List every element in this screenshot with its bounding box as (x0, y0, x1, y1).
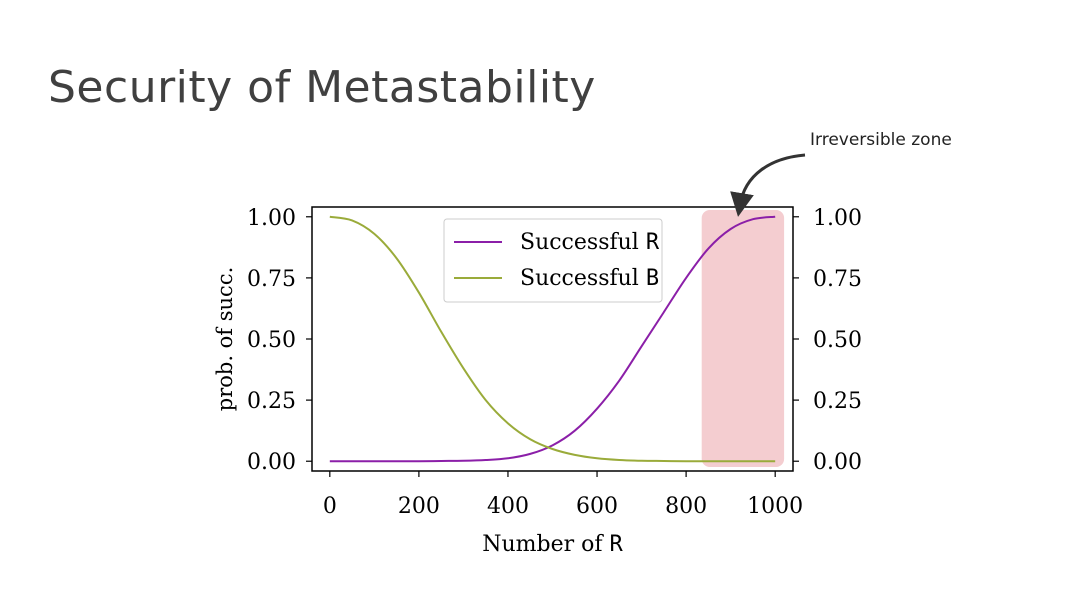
x-tick-label: 800 (665, 494, 707, 519)
legend-box (443, 218, 663, 303)
x-axis-label: Number of R (482, 532, 623, 557)
x-tick-label: 400 (487, 494, 529, 519)
y-tick-label-left: 0.50 (247, 328, 296, 353)
series-line-b (329, 215, 776, 463)
lines-layer (329, 215, 776, 463)
legend: Successful R Successful B (443, 218, 663, 303)
series-line-r (329, 215, 776, 463)
y-tick-label-right: 0.00 (813, 450, 862, 475)
y-tick-label-right: 1.00 (813, 206, 862, 231)
y-tick-label-left: 0.25 (247, 389, 296, 414)
y-tick-label-right: 0.50 (813, 328, 862, 353)
x-tick-label: 200 (398, 494, 440, 519)
x-tick-label: 0 (323, 494, 337, 519)
irreversible-zone (701, 210, 785, 467)
y-tick-label-right: 0.25 (813, 389, 862, 414)
y-tick-label-left: 0.75 (247, 267, 296, 292)
annotation-arrow (730, 153, 806, 217)
y-axis-label: prob. of succ. (213, 267, 237, 412)
y-tick-label-right: 0.75 (813, 267, 862, 292)
legend-label-b: Successful B (520, 266, 659, 291)
slide-title: Security of Metastability (48, 62, 596, 113)
x-tick-label: 600 (576, 494, 618, 519)
x-tick-label: 1000 (747, 494, 803, 519)
irreversible-zone-annotation: Irreversible zone (810, 130, 952, 150)
zone-layer (701, 210, 785, 467)
y-tick-label-left: 0.00 (247, 450, 296, 475)
y-tick-label-left: 1.00 (247, 206, 296, 231)
legend-label-r: Successful R (520, 230, 660, 255)
axes-layer: 0 200 400 600 800 1000 0.00 0.00 0.25 0.25 0.50 0.5… (213, 206, 862, 557)
